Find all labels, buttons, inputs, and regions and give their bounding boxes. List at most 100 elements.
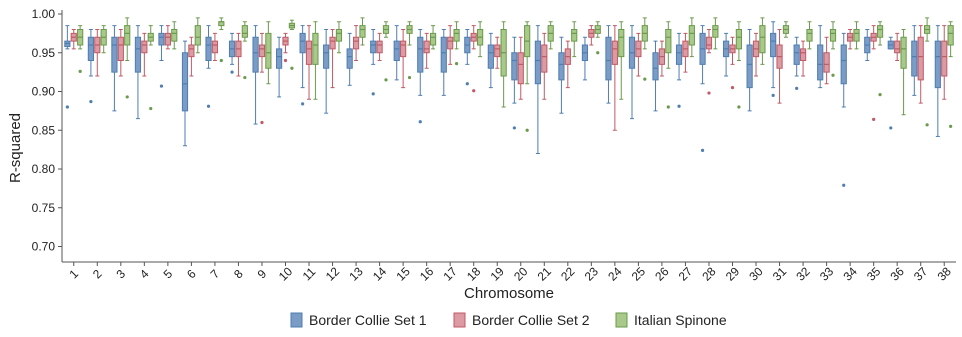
box-border-collie-set-1-chr-1 [64, 25, 71, 109]
box-border-collie-set-1-chr-38 [934, 25, 941, 137]
box-iqr [823, 52, 830, 73]
box-iqr [688, 25, 695, 46]
box-italian-spinone-chr-34 [853, 21, 860, 50]
box-iqr [265, 32, 272, 69]
box-border-collie-set-2-chr-32 [799, 40, 807, 77]
outlier-point [842, 183, 846, 187]
box-iqr [746, 44, 753, 89]
box-iqr [829, 29, 837, 42]
outlier-point [730, 86, 735, 90]
box-iqr [793, 44, 800, 65]
legend-swatch [615, 312, 628, 328]
box-border-collie-set-2-chr-4 [141, 32, 148, 77]
box-border-collie-set-2-chr-34 [847, 29, 854, 50]
box-iqr [346, 48, 353, 69]
box-italian-spinone-chr-20 [524, 21, 531, 132]
box-italian-spinone-chr-36 [900, 29, 907, 116]
box-border-collie-set-2-chr-3 [117, 29, 124, 77]
box-iqr [400, 40, 407, 58]
legend-swatch [290, 312, 303, 328]
box-iqr [806, 29, 813, 42]
box-iqr [171, 29, 178, 42]
box-italian-spinone-chr-27 [688, 17, 695, 58]
outlier-point [831, 73, 835, 77]
box-iqr [911, 40, 918, 77]
box-italian-spinone-chr-7 [218, 17, 225, 63]
outlier-point [949, 124, 953, 128]
x-tick-label: 9 [255, 266, 270, 281]
box-border-collie-set-2-chr-1 [70, 29, 77, 50]
outlier-point [512, 126, 516, 130]
box-italian-spinone-chr-22 [571, 21, 578, 58]
box-italian-spinone-chr-14 [382, 21, 390, 82]
outlier-point [78, 69, 82, 73]
box-border-collie-set-1-chr-3 [111, 25, 118, 112]
box-italian-spinone-chr-13 [359, 17, 366, 46]
box-iqr [87, 36, 94, 61]
box-iqr [440, 36, 447, 73]
box-iqr [211, 40, 219, 54]
box-border-collie-set-1-chr-21 [534, 25, 541, 154]
box-border-collie-set-2-chr-23 [588, 25, 595, 46]
x-tick-label: 20 [511, 264, 531, 284]
box-italian-spinone-chr-21 [547, 21, 554, 50]
box-border-collie-set-2-chr-37 [917, 25, 924, 104]
y-tick-label: 0.85 [32, 123, 56, 137]
box-italian-spinone-chr-3 [124, 17, 131, 99]
box-border-collie-set-1-chr-35 [864, 29, 871, 61]
box-border-collie-set-2-chr-10 [282, 32, 289, 63]
box-border-collie-set-2-chr-2 [94, 29, 101, 77]
box-border-collie-set-2-chr-17 [447, 25, 454, 65]
box-border-collie-set-1-chr-17 [440, 29, 447, 96]
outlier-point [771, 93, 775, 97]
x-tick-label: 24 [605, 264, 625, 284]
box-iqr [571, 29, 578, 42]
box-italian-spinone-chr-10 [288, 19, 295, 70]
x-tick-label: 11 [300, 264, 319, 283]
legend-item-border-collie-set-1: Border Collie Set 1 [290, 312, 427, 328]
box-border-collie-set-1-chr-8 [228, 32, 236, 74]
box-italian-spinone-chr-29 [735, 21, 742, 109]
box-border-collie-set-2-chr-27 [682, 32, 689, 73]
x-tick-label: 13 [346, 264, 366, 284]
x-tick-label: 16 [417, 264, 437, 284]
outlier-point [230, 70, 234, 74]
legend-label: Border Collie Set 2 [472, 312, 590, 328]
box-italian-spinone-chr-12 [335, 21, 343, 54]
box-border-collie-set-2-chr-14 [376, 32, 383, 61]
box-italian-spinone-chr-16 [429, 25, 437, 50]
x-tick-label: 30 [746, 264, 766, 284]
outlier-point [418, 120, 422, 124]
box-iqr [241, 25, 248, 38]
box-iqr [205, 36, 212, 61]
box-border-collie-set-1-chr-19 [487, 32, 494, 89]
box-iqr [735, 29, 742, 50]
y-tick-label: 0.80 [32, 162, 56, 176]
box-border-collie-set-1-chr-2 [87, 29, 94, 104]
box-italian-spinone-chr-37 [924, 17, 931, 127]
box-iqr [494, 44, 501, 58]
box-italian-spinone-chr-26 [665, 21, 672, 109]
box-iqr [541, 44, 548, 73]
x-axis: 1 2 3 4 5 6 7 8 9 10 11 12 13 14 15 16 17 18 19 20 21 22 23 24 2… [62, 261, 956, 284]
box-italian-spinone-chr-38 [947, 21, 954, 128]
outlier-point [472, 89, 476, 93]
box-iqr [817, 44, 824, 81]
outlier-point [878, 93, 882, 97]
box-italian-spinone-chr-33 [829, 21, 837, 77]
box-iqr [429, 32, 437, 46]
x-tick-label: 28 [699, 264, 719, 284]
x-tick-label: 26 [652, 264, 672, 284]
outlier-point [737, 105, 741, 109]
box-iqr [258, 44, 266, 58]
box-iqr [611, 40, 618, 65]
box-italian-spinone-chr-4 [147, 25, 154, 111]
outlier-point [371, 92, 375, 96]
box-italian-spinone-chr-31 [782, 21, 790, 38]
box-iqr [164, 32, 171, 46]
box-iqr [876, 25, 884, 38]
y-tick-label: 0.70 [32, 240, 56, 254]
box-iqr [299, 32, 306, 54]
x-tick-label: 5 [161, 266, 176, 281]
box-iqr [141, 40, 148, 54]
